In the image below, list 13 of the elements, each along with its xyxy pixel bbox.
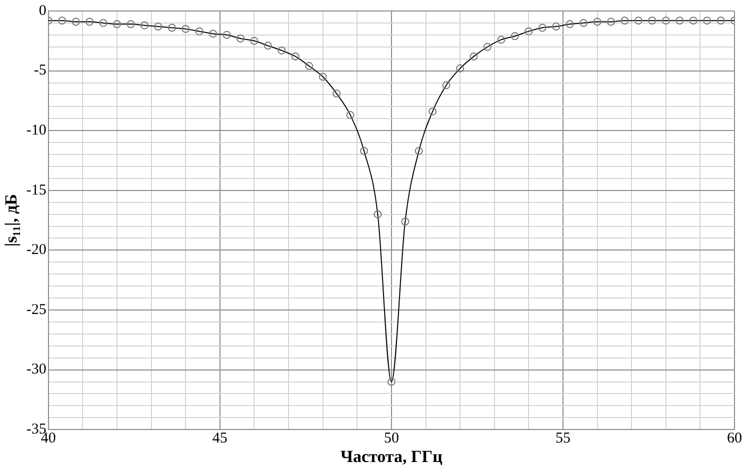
y-tick-label: -20 [26, 242, 46, 258]
x-axis-title: Частота, ГГц [340, 447, 443, 466]
y-tick-label: -5 [34, 62, 46, 79]
x-tick-label: 60 [727, 430, 742, 447]
y-tick-label: -15 [26, 182, 46, 198]
x-tick-label: 55 [555, 430, 570, 447]
y-axis-title: |s₁₁|, дБ [2, 194, 21, 247]
y-tick-label: -10 [26, 122, 46, 139]
y-tick-label: -25 [26, 302, 46, 318]
y-tick-label: 0 [38, 2, 46, 19]
y-tick-label: -30 [26, 362, 46, 378]
x-tick-label: 45 [212, 430, 228, 447]
x-tick-label: 50 [384, 430, 399, 447]
